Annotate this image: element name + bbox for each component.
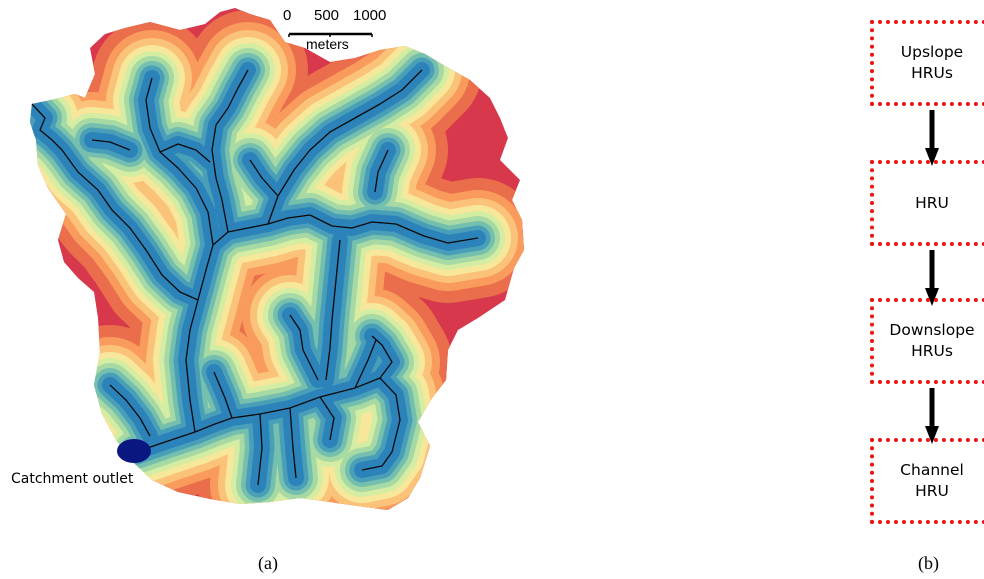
arrow-upslope-to-hru [925, 110, 939, 166]
stream-segment [91, 139, 131, 151]
scale-tick-500: 500 [314, 7, 340, 24]
stream-segment [31, 103, 199, 301]
stream-segment [257, 413, 263, 486]
upslope-hrus-label-line1: Upslope [900, 43, 964, 61]
stream-segment [374, 149, 389, 193]
stream-segment [159, 143, 211, 163]
upslope-hrus-label-line2: HRUs [911, 64, 953, 82]
stream-segment [309, 214, 479, 244]
downslope-hrus-label-line1: Downslope [889, 321, 975, 339]
catchment-outlet-label: Catchment outlet [11, 471, 134, 487]
stream-segment [109, 384, 151, 437]
scale-tick-0: 0 [283, 7, 292, 24]
hru-box: HRU [870, 160, 984, 246]
stream-segment [361, 377, 401, 471]
scale-tick-1000: 1000 [353, 7, 387, 24]
stream-segment [185, 214, 311, 433]
stream-segment [289, 314, 319, 381]
arrow-hru-to-downslope [925, 250, 939, 306]
stream-segment [249, 159, 279, 197]
stream-segment [325, 239, 341, 381]
catchment-map [30, 8, 524, 510]
arrow-downslope-to-channel [925, 388, 939, 444]
channel-hru-label-line1: Channel [900, 461, 964, 479]
stream-segment [319, 396, 335, 441]
hru-flow-diagram [925, 110, 939, 444]
caption-b: (b) [918, 553, 939, 573]
downslope-hrus-box: Downslope HRUs [870, 298, 984, 384]
stream-segment [267, 69, 423, 225]
scale-bar [288, 32, 373, 37]
downslope-hrus-label-line2: HRUs [911, 342, 953, 360]
stream-network [31, 69, 479, 486]
channel-hru-box: Channel HRU [870, 438, 984, 524]
stream-segment [289, 407, 297, 479]
stream-segment [213, 371, 233, 419]
scale-unit-label: meters [306, 36, 349, 52]
catchment-outlet-marker [117, 439, 151, 463]
stream-segment [211, 69, 249, 233]
stream-segment [145, 77, 214, 246]
upslope-hrus-box: Upslope HRUs [870, 20, 984, 106]
channel-hru-label-line2: HRU [915, 482, 949, 500]
hru-label: HRU [915, 193, 949, 212]
stream-segment [354, 339, 377, 389]
caption-a: (a) [258, 553, 278, 573]
